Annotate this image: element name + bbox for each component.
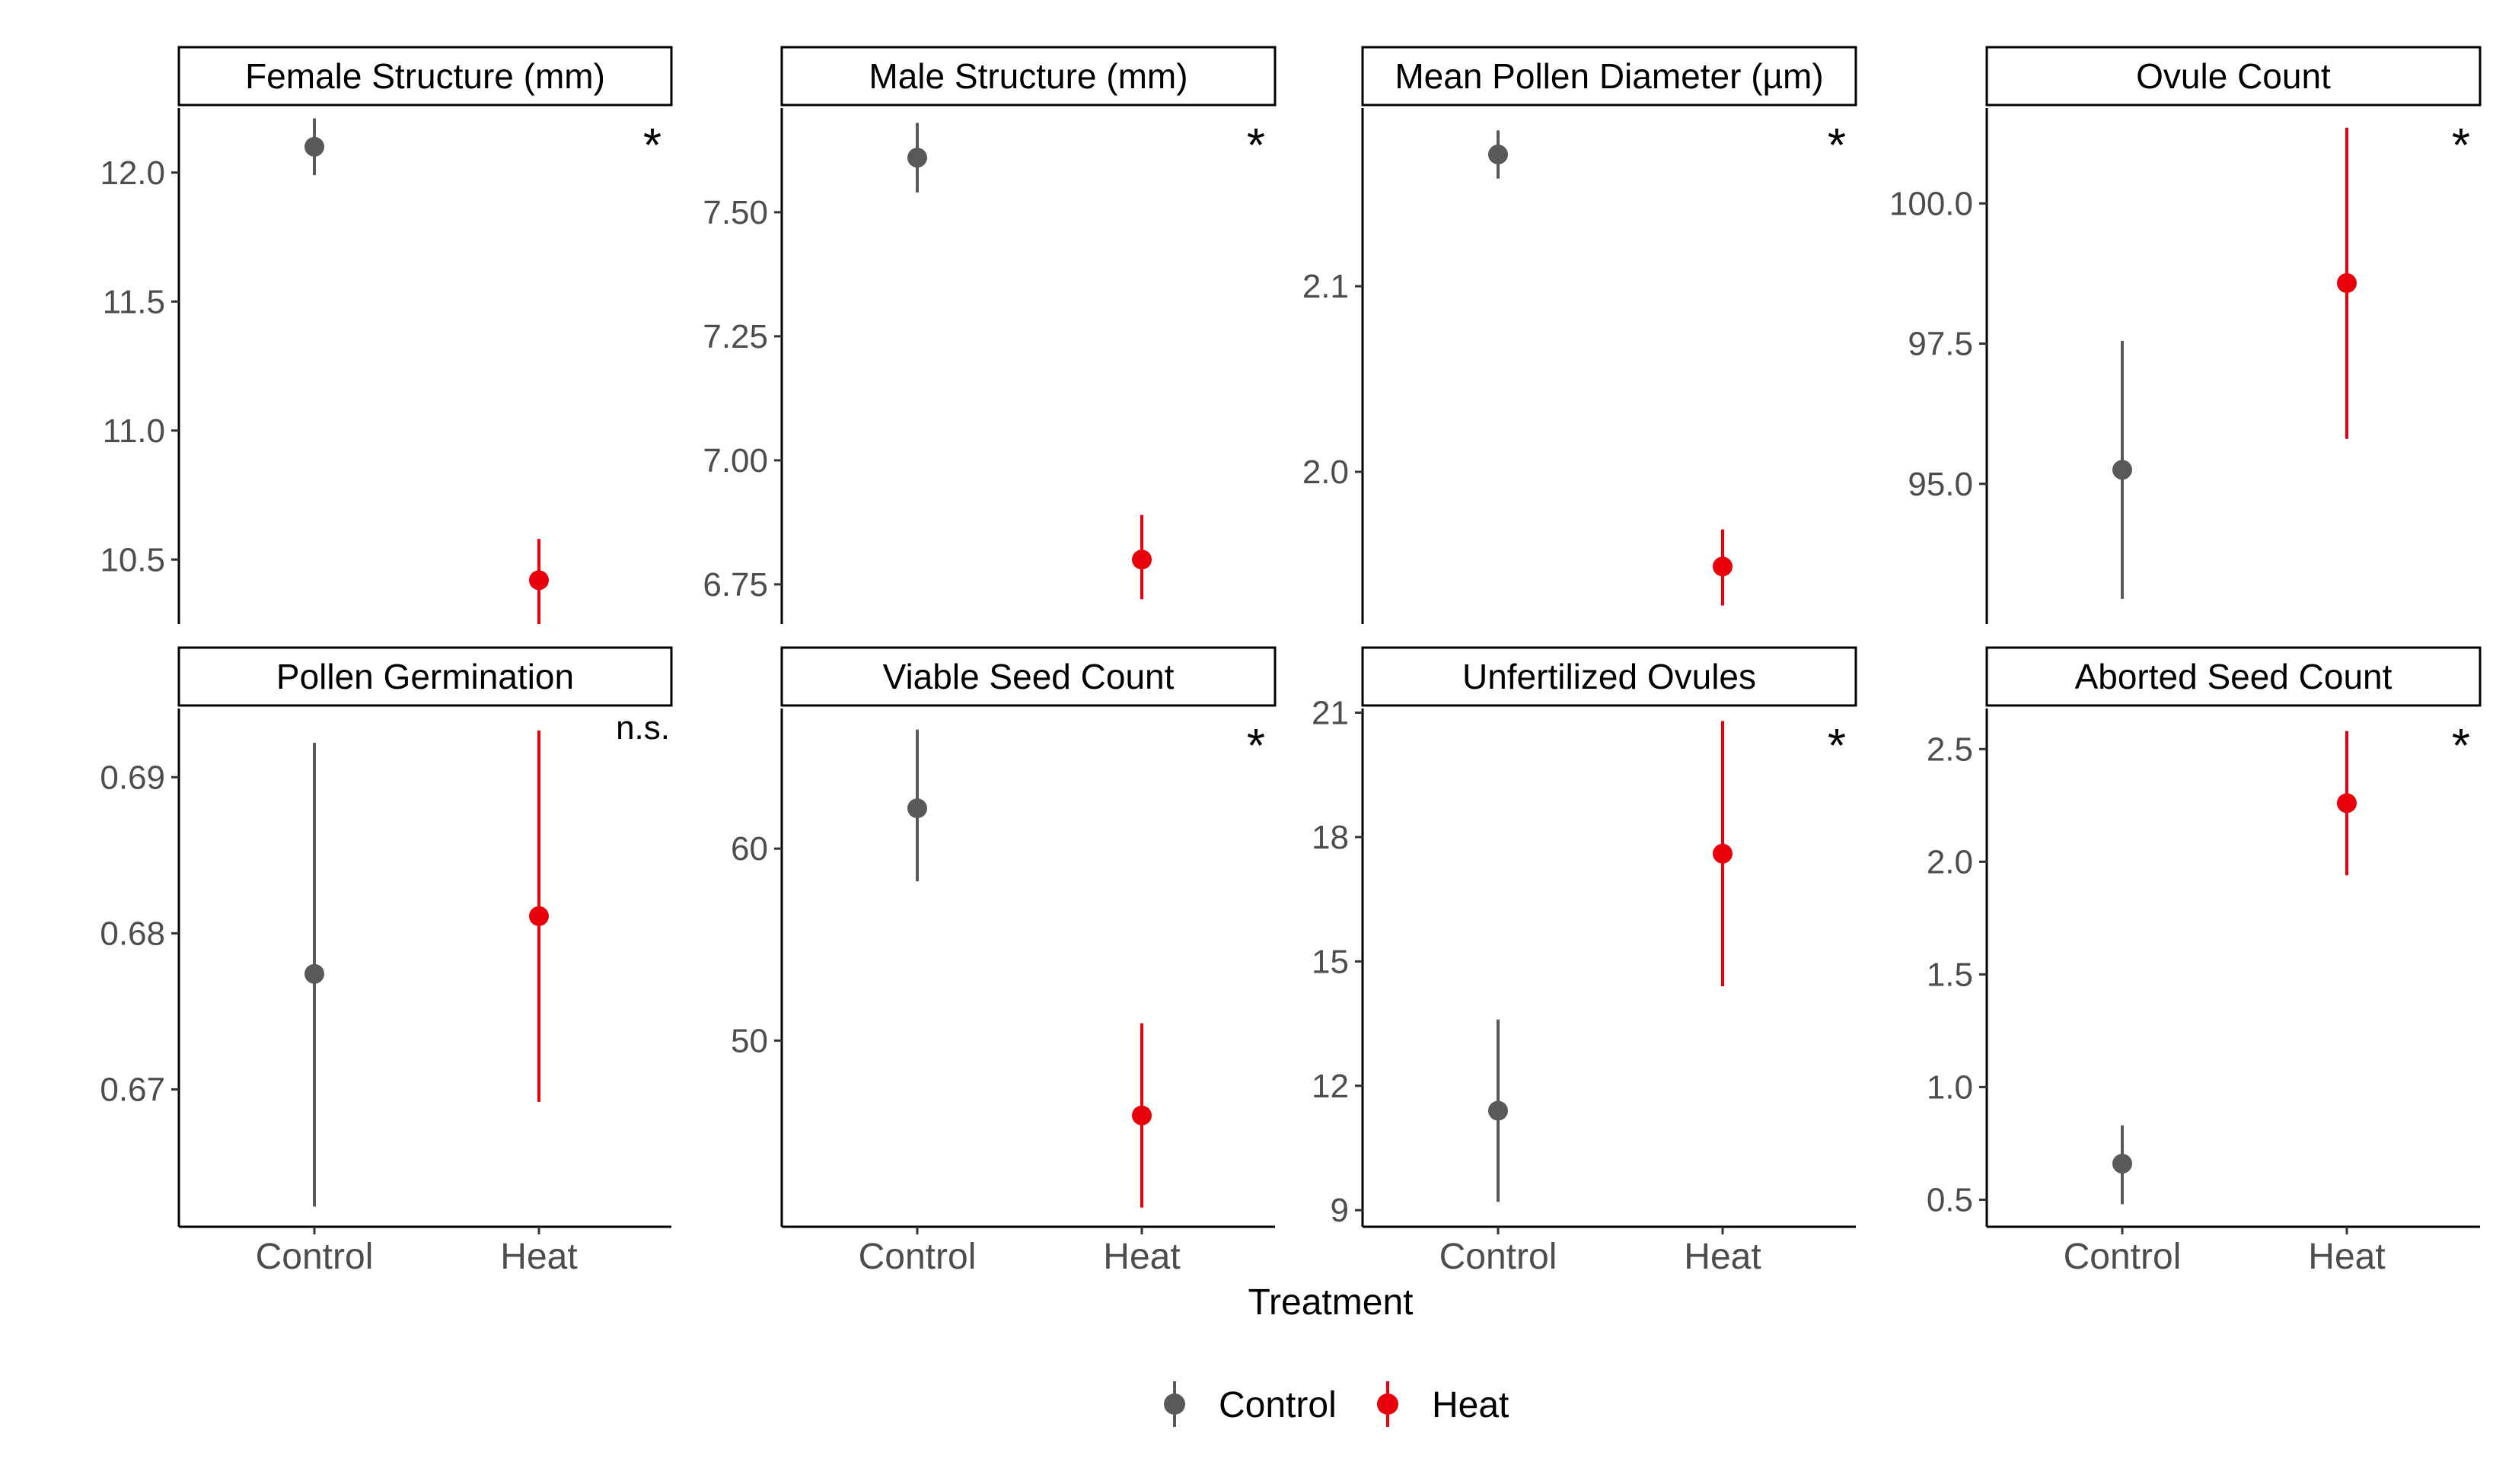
y-tick-label: 0.69 <box>100 759 165 796</box>
y-tick-label: 95.0 <box>1908 466 1973 503</box>
facet-strip-label: Viable Seed Count <box>883 657 1175 696</box>
legend-key-point <box>1164 1393 1185 1415</box>
point-heat <box>1132 1105 1152 1126</box>
significance-label: n.s. <box>616 709 670 747</box>
facet-strip <box>1361 46 1857 107</box>
legend-label: Control <box>1219 1385 1337 1425</box>
panel-male-structure-mm: Male Structure (mm) 6.75 7.00 7.25 7.50 * <box>703 46 1277 624</box>
y-tick-label: 7.50 <box>703 194 768 231</box>
x-tick-label: Heat <box>1103 1237 1180 1277</box>
facet-strip-label: Mean Pollen Diameter (µm) <box>1395 56 1823 96</box>
legend-item-control: Control <box>1164 1381 1337 1427</box>
y-tick-label: 7.25 <box>703 318 768 355</box>
point-heat <box>529 570 549 591</box>
y-tick-label: 11.5 <box>103 283 165 320</box>
legend-item-heat: Heat <box>1377 1381 1509 1427</box>
point-heat <box>529 906 549 926</box>
point-control <box>1488 144 1508 164</box>
significance-label: * <box>643 119 661 172</box>
y-tick-label: 0.68 <box>100 915 165 952</box>
panel-pollen-germination: Pollen Germination 0.67 0.68 0.69 Control Hea… <box>100 646 673 1277</box>
x-tick-label: Heat <box>1684 1237 1761 1277</box>
facet-strip <box>177 646 673 707</box>
y-tick-label: 2.0 <box>1302 454 1349 491</box>
y-tick-label: 11.0 <box>103 412 165 450</box>
y-tick-label: 2.0 <box>1927 843 1973 881</box>
y-tick-label: 1.5 <box>1927 956 1973 993</box>
y-tick-label: 100.0 <box>1889 185 1973 222</box>
point-control <box>304 136 324 157</box>
x-axis-title: Treatment <box>1248 1282 1414 1323</box>
y-tick-label: 10.5 <box>100 541 165 578</box>
y-tick-label: 0.5 <box>1927 1181 1973 1218</box>
x-tick-label: Control <box>256 1237 374 1277</box>
point-heat <box>1713 556 1733 577</box>
y-tick-label: 18 <box>1312 819 1349 856</box>
point-control <box>2112 460 2132 480</box>
point-heat <box>2337 272 2357 293</box>
x-tick-label: Control <box>859 1237 977 1277</box>
point-control <box>304 963 324 984</box>
point-control <box>1488 1100 1508 1121</box>
facet-strip-label: Ovule Count <box>2136 56 2331 96</box>
legend-label: Heat <box>1432 1385 1509 1425</box>
facet-strip <box>1985 646 2482 707</box>
facet-strip-label: Female Structure (mm) <box>245 56 605 96</box>
y-tick-label: 12 <box>1312 1068 1349 1105</box>
y-tick-label: 60 <box>731 830 768 868</box>
panel-unfertilized-ovules: Unfertilized Ovules 9 12 15 18 21 Control Heat * <box>1312 646 1857 1277</box>
y-tick-label: 50 <box>731 1022 768 1059</box>
legend: Control Heat <box>1164 1381 1509 1427</box>
facet-strip <box>780 646 1277 707</box>
facet-strip-label: Male Structure (mm) <box>869 56 1187 96</box>
significance-label: * <box>1828 720 1846 772</box>
panel-mean-pollen-diameter-m: Mean Pollen Diameter (µm) 2.0 2.1 * <box>1302 46 1857 624</box>
y-tick-label: 21 <box>1312 694 1349 731</box>
panel-female-structure-mm: Female Structure (mm) 10.5 11.0 11.5 12.0 * <box>100 46 673 624</box>
panel-viable-seed-count: Viable Seed Count 50 60 Control Heat * <box>731 646 1277 1277</box>
y-tick-label: 6.75 <box>703 566 768 603</box>
point-control <box>2112 1154 2132 1174</box>
significance-label: * <box>1828 119 1846 172</box>
facet-strip-label: Unfertilized Ovules <box>1462 657 1756 696</box>
y-tick-label: 2.5 <box>1927 731 1973 768</box>
facet-strip <box>177 46 673 107</box>
point-heat <box>2337 793 2357 814</box>
y-tick-label: 12.0 <box>100 154 165 192</box>
x-tick-label: Control <box>2064 1237 2182 1277</box>
facet-strip <box>1985 46 2482 107</box>
significance-label: * <box>1247 119 1265 172</box>
significance-label: * <box>2452 720 2470 772</box>
facet-strip <box>1361 646 1857 707</box>
x-tick-label: Heat <box>2308 1237 2385 1277</box>
y-tick-label: 0.67 <box>100 1071 165 1108</box>
y-tick-label: 7.00 <box>703 442 768 479</box>
x-tick-label: Control <box>1439 1237 1557 1277</box>
facet-strip-label: Pollen Germination <box>276 657 574 696</box>
facet-strip-label: Aborted Seed Count <box>2075 657 2392 696</box>
significance-label: * <box>1247 720 1265 772</box>
point-control <box>907 148 927 168</box>
point-control <box>907 798 927 819</box>
chart-panels: Female Structure (mm)10.511.011.512.0*Ma… <box>100 46 2482 1277</box>
x-tick-label: Heat <box>500 1237 577 1277</box>
y-tick-label: 1.0 <box>1927 1068 1973 1106</box>
facet-strip <box>780 46 1277 107</box>
y-tick-label: 97.5 <box>1908 326 1973 363</box>
significance-label: * <box>2452 119 2470 172</box>
panel-ovule-count: Ovule Count 95.0 97.5 100.0 * <box>1889 46 2482 624</box>
point-heat <box>1132 549 1152 570</box>
point-heat <box>1713 843 1733 864</box>
y-tick-label: 9 <box>1331 1192 1349 1229</box>
legend-key-point <box>1377 1393 1398 1415</box>
y-tick-label: 2.1 <box>1302 268 1349 305</box>
panel-aborted-seed-count: Aborted Seed Count 0.5 1.0 1.5 2.0 2.5 Control… <box>1927 646 2482 1277</box>
y-tick-label: 15 <box>1312 943 1349 980</box>
